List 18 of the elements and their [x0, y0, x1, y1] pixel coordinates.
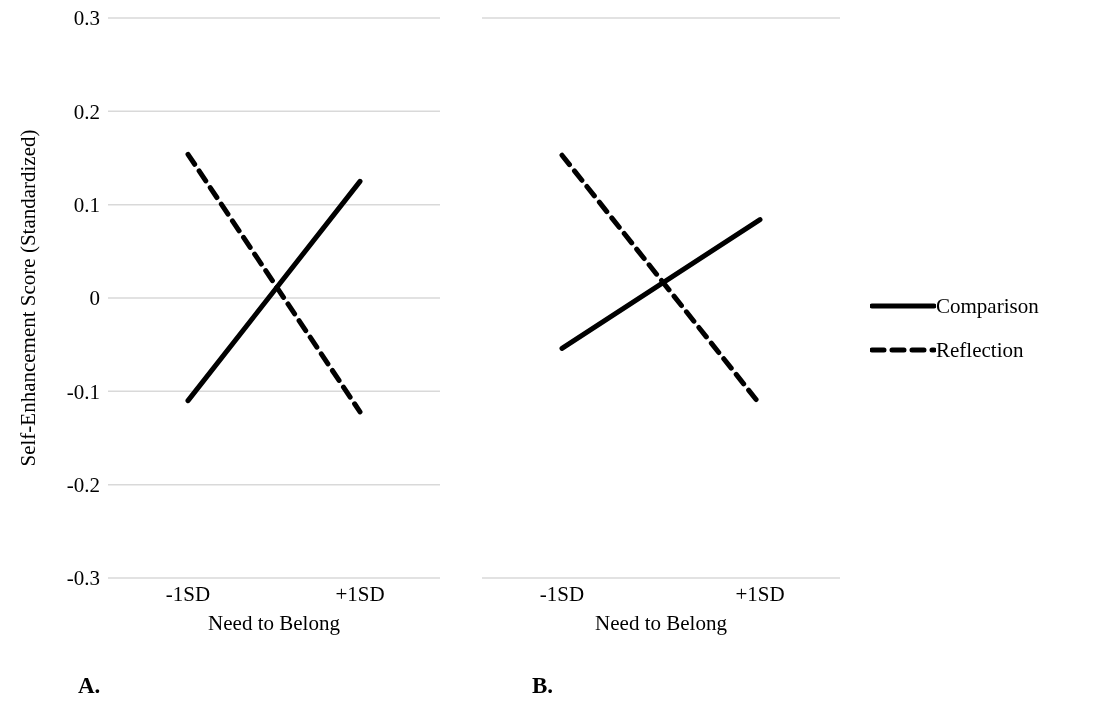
x-tick-label: -1SD	[539, 581, 585, 606]
y-tick-label: -0.3	[66, 566, 100, 591]
y-tick-label: 0.2	[73, 99, 100, 124]
legend-label: Comparison	[936, 293, 1039, 319]
x-tick-label: +1SD	[335, 581, 385, 606]
text: A.	[78, 673, 101, 699]
x-axis-title: Need to Belong	[595, 611, 728, 635]
y-tick-label: 0.1	[73, 193, 100, 218]
text: B.	[532, 673, 554, 699]
y-axis-title: Self-Enhancement Score (Standardized)	[16, 129, 41, 467]
legend-label: Reflection	[936, 337, 1024, 363]
y-tick-label: 0.3	[73, 6, 100, 31]
x-tick-label: -1SD	[165, 581, 211, 606]
y-tick-label: -0.1	[66, 379, 100, 404]
y-tick-label: -0.2	[66, 473, 100, 498]
y-tick-label: 0	[89, 286, 100, 311]
x-tick-label: +1SD	[735, 581, 785, 606]
x-axis-title: Need to Belong	[208, 611, 341, 635]
